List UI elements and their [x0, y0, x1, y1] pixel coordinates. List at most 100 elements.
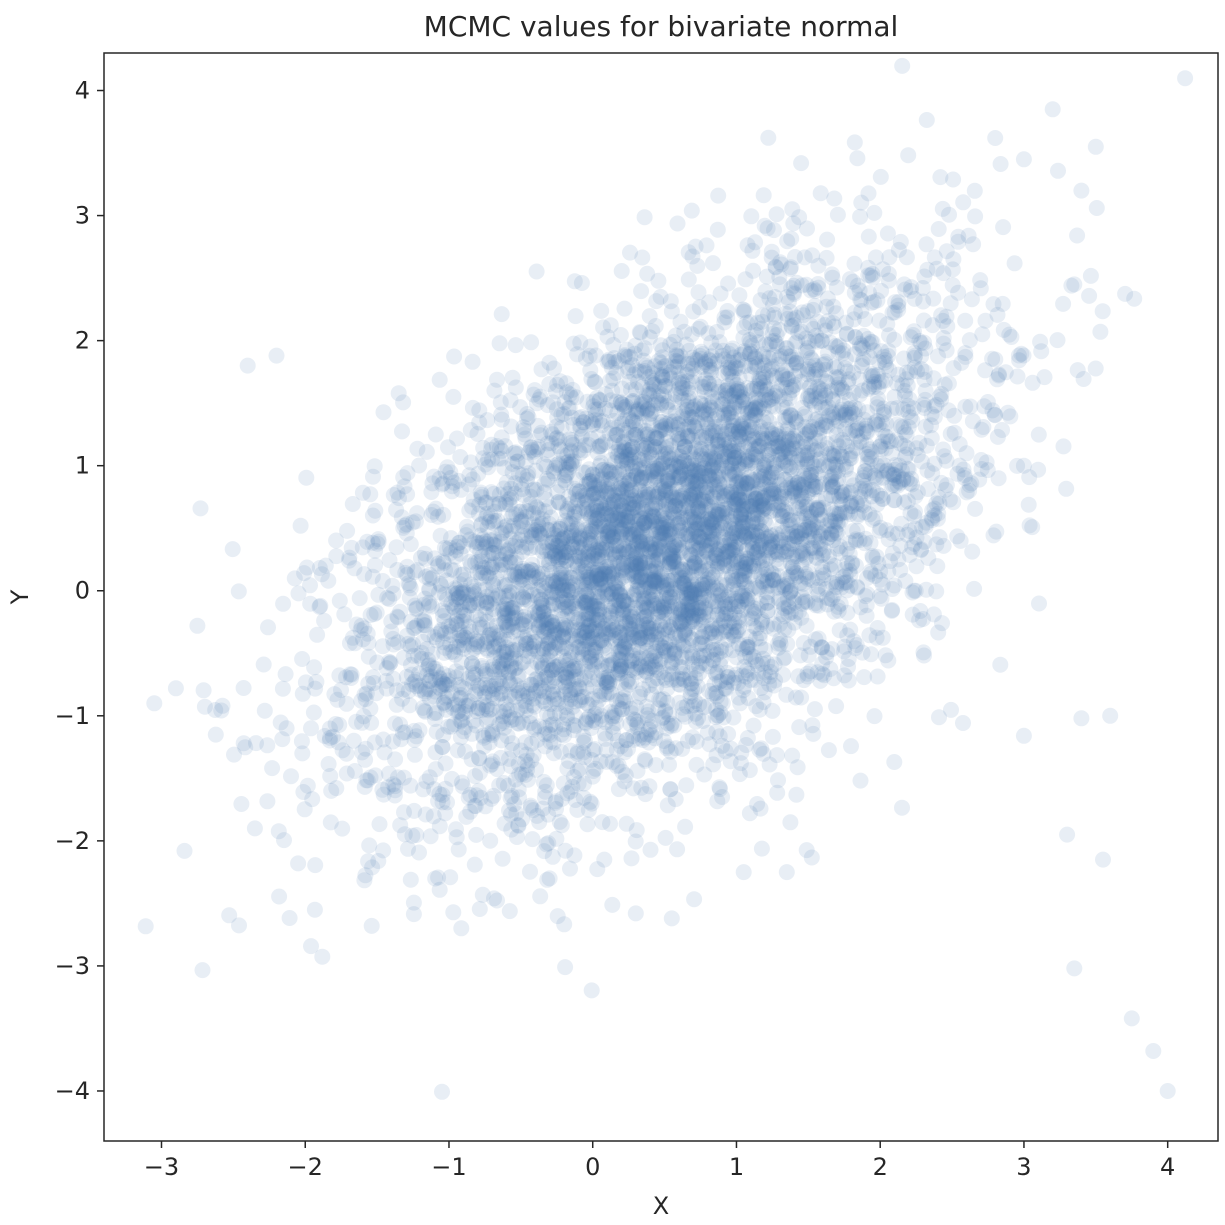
- scatter-point: [1087, 360, 1104, 377]
- scatter-point: [820, 742, 837, 759]
- scatter-point: [486, 382, 503, 399]
- scatter-point: [749, 485, 766, 502]
- scatter-point: [703, 617, 720, 634]
- scatter-point: [677, 626, 694, 643]
- scatter-point: [448, 638, 465, 655]
- scatter-point: [507, 379, 524, 396]
- scatter-point: [788, 354, 805, 371]
- scatter-point: [635, 439, 651, 456]
- scatter-point: [695, 608, 712, 625]
- scatter-point: [647, 497, 663, 513]
- scatter-point: [513, 655, 530, 672]
- scatter-point: [499, 672, 516, 689]
- scatter-point: [603, 614, 620, 631]
- scatter-point: [490, 545, 507, 562]
- scatter-point: [691, 299, 708, 316]
- scatter-point: [880, 433, 897, 450]
- scatter-point: [864, 549, 881, 566]
- scatter-point: [503, 480, 520, 497]
- scatter-point: [471, 616, 488, 633]
- scatter-point: [772, 532, 789, 549]
- scatter-point: [864, 482, 881, 498]
- scatter-point: [670, 415, 687, 432]
- scatter-point: [558, 375, 575, 392]
- scatter-point: [804, 480, 821, 497]
- scatter-point: [648, 392, 665, 409]
- scatter-point: [769, 747, 785, 764]
- scatter-point: [638, 489, 655, 506]
- scatter-point: [716, 309, 733, 326]
- scatter-point: [957, 398, 974, 415]
- scatter-point: [783, 480, 800, 497]
- scatter-point: [434, 1083, 450, 1100]
- scatter-point: [670, 474, 686, 491]
- scatter-point: [357, 867, 374, 884]
- scatter-point: [632, 630, 649, 646]
- scatter-point: [720, 448, 737, 465]
- scatter-point: [503, 509, 520, 526]
- scatter-point: [699, 464, 716, 481]
- scatter-point: [566, 577, 583, 594]
- scatter-point: [857, 420, 874, 437]
- scatter-point: [443, 470, 459, 486]
- scatter-point: [648, 623, 665, 640]
- scatter-point: [375, 404, 392, 421]
- scatter-point: [683, 547, 700, 564]
- scatter-point: [785, 440, 802, 457]
- scatter-point: [601, 565, 618, 582]
- scatter-point: [753, 740, 770, 757]
- scatter-point: [747, 630, 764, 647]
- scatter-point: [298, 469, 315, 486]
- scatter-point: [348, 616, 365, 633]
- scatter-point: [679, 595, 696, 612]
- scatter-point: [656, 371, 673, 388]
- scatter-point: [1069, 227, 1086, 244]
- scatter-point: [526, 719, 543, 736]
- scatter-point: [649, 670, 666, 687]
- scatter-point: [618, 614, 635, 631]
- scatter-point: [587, 406, 604, 423]
- scatter-point: [855, 425, 872, 442]
- scatter-point: [603, 512, 620, 529]
- scatter-point: [628, 524, 645, 541]
- scatter-point: [554, 582, 571, 599]
- scatter-point: [530, 523, 547, 540]
- scatter-point: [775, 608, 792, 625]
- scatter-point: [931, 529, 948, 546]
- scatter-point: [593, 663, 610, 679]
- scatter-point: [824, 478, 841, 495]
- scatter-point: [700, 697, 716, 714]
- scatter-point: [578, 565, 595, 582]
- scatter-point: [562, 682, 579, 699]
- scatter-point: [573, 275, 590, 291]
- scatter-point: [832, 492, 848, 508]
- scatter-point: [915, 293, 932, 310]
- scatter-point: [946, 407, 963, 424]
- scatter-point: [625, 613, 642, 630]
- scatter-point: [467, 768, 484, 785]
- scatter-point: [946, 424, 963, 441]
- scatter-point: [207, 702, 224, 718]
- scatter-point: [657, 496, 674, 512]
- scatter-point: [601, 541, 618, 558]
- scatter-point: [354, 484, 371, 501]
- scatter-point: [675, 590, 692, 607]
- scatter-point: [789, 475, 806, 492]
- scatter-point: [286, 570, 303, 587]
- scatter-point: [592, 484, 609, 501]
- scatter-point: [709, 221, 726, 238]
- scatter-point: [890, 301, 907, 318]
- scatter-point: [523, 676, 540, 693]
- scatter-point: [620, 567, 637, 584]
- scatter-point: [467, 686, 483, 703]
- scatter-point: [705, 255, 721, 272]
- scatter-point: [555, 576, 572, 593]
- scatter-point: [594, 542, 611, 559]
- scatter-point: [667, 625, 684, 642]
- scatter-point: [704, 517, 721, 534]
- scatter-point: [583, 982, 600, 999]
- scatter-point: [935, 330, 952, 346]
- scatter-point: [746, 407, 763, 424]
- scatter-point: [935, 265, 952, 282]
- scatter-point: [729, 352, 746, 369]
